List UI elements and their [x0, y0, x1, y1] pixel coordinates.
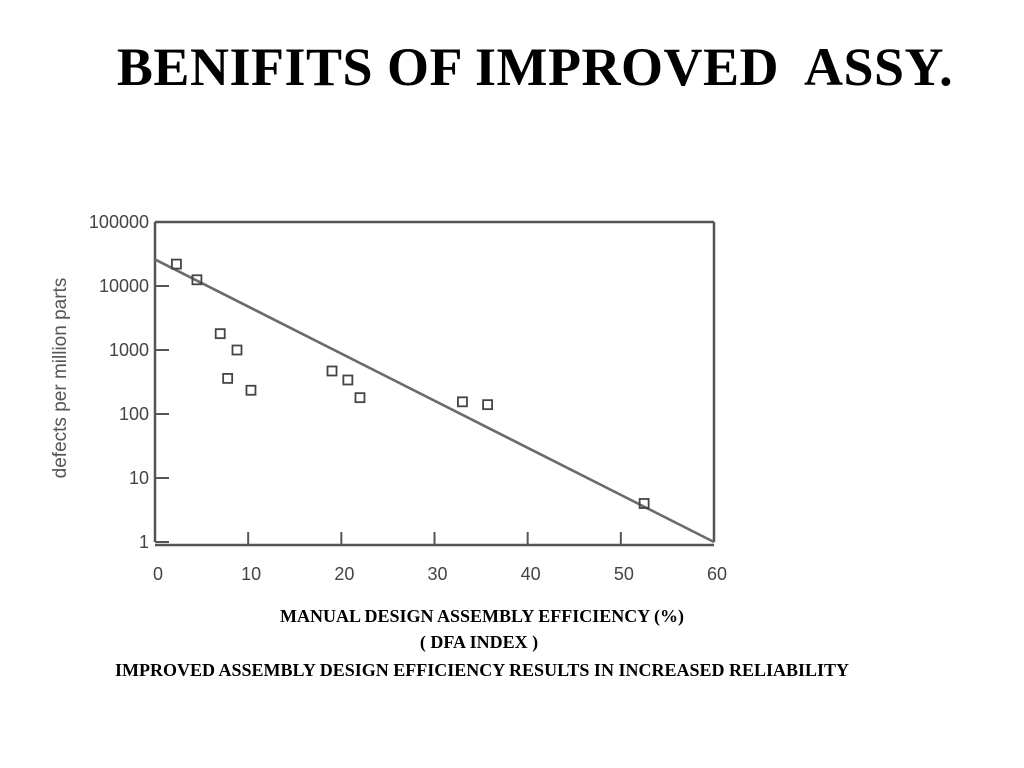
- data-point: [457, 396, 468, 408]
- data-point: [191, 274, 203, 286]
- x-tick-label: 20: [334, 564, 354, 584]
- x-tick-label: 60: [707, 564, 727, 584]
- data-point: [342, 374, 354, 386]
- y-tick-label: 1000: [109, 340, 149, 360]
- y-tick-label: 10: [129, 468, 149, 488]
- summary-caption: IMPROVED ASSEMBLY DESIGN EFFICIENCY RESU…: [114, 660, 850, 680]
- x-tick-label: 0: [153, 564, 163, 584]
- trend-line: [154, 258, 715, 544]
- slide-title: BENIFITS OF IMPROVED ASSY.: [116, 37, 954, 97]
- y-tick-label: 1: [139, 532, 149, 552]
- x-tick-label: 50: [614, 564, 634, 584]
- data-point: [222, 372, 234, 384]
- data-point: [482, 399, 494, 411]
- x-tick-label: 40: [521, 564, 541, 584]
- dfa-index-caption: ( DFA INDEX ): [419, 632, 539, 652]
- y-tick-label: 100: [119, 404, 149, 424]
- data-point: [326, 365, 338, 377]
- x-tick-label: 10: [241, 564, 261, 584]
- data-point: [638, 498, 650, 509]
- x-axis-caption: MANUAL DESIGN ASSEMBLY EFFICIENCY (%): [279, 606, 685, 626]
- x-tick-label: 30: [427, 564, 447, 584]
- data-point: [245, 384, 257, 396]
- y-tick-label: 100000: [89, 212, 149, 232]
- y-axis-label: defects per million parts: [50, 278, 71, 479]
- data-point: [231, 344, 243, 356]
- data-point: [171, 258, 182, 270]
- y-tick-label: 10000: [99, 276, 149, 296]
- data-point: [354, 392, 366, 404]
- data-point: [214, 328, 226, 340]
